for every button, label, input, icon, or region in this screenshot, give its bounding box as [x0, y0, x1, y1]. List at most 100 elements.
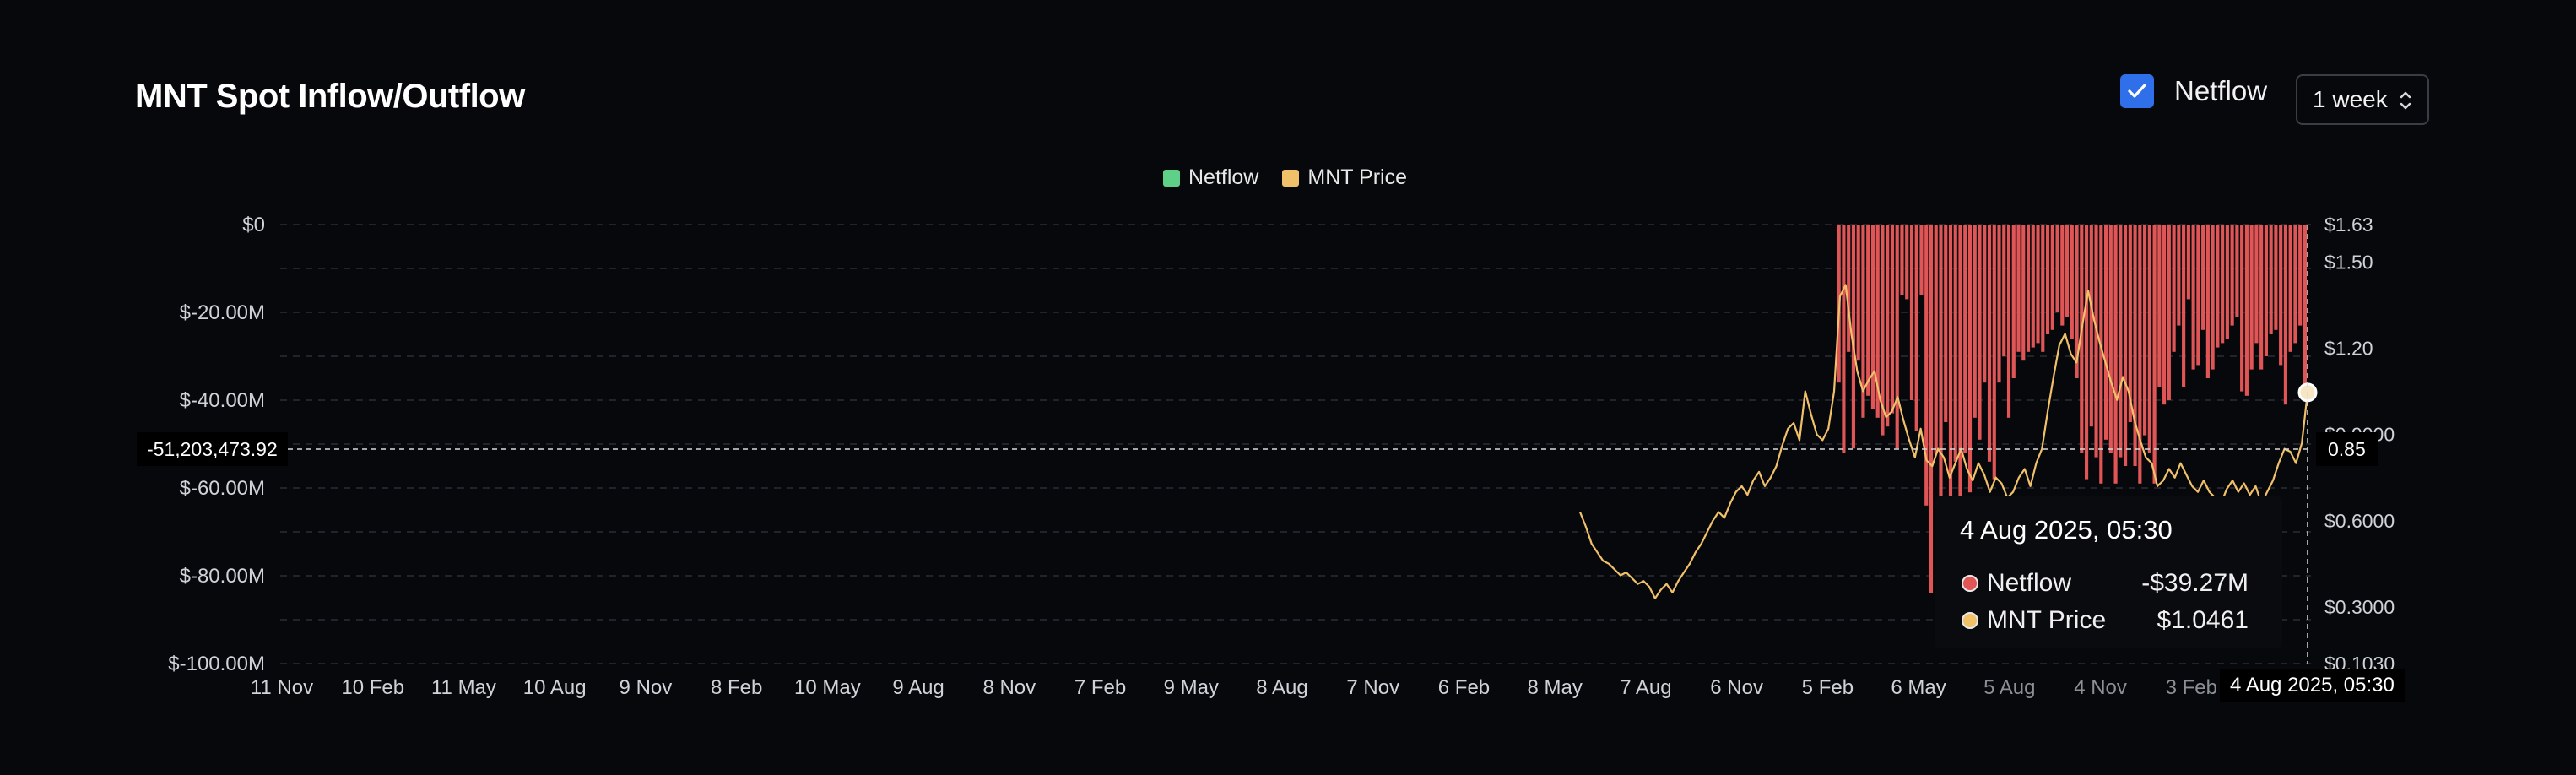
- netflow-bar: [1987, 225, 1992, 462]
- netflow-bar: [2274, 225, 2278, 330]
- netflow-bar: [1978, 225, 1982, 440]
- x-tick-label: 11 Nov: [251, 676, 313, 699]
- y-right-tick-label: $1.63: [2324, 214, 2373, 236]
- netflow-bar: [2235, 225, 2239, 317]
- netflow-bar: [2084, 225, 2089, 480]
- netflow-bar: [2070, 225, 2074, 339]
- x-tick-label: 10 Feb: [341, 676, 404, 699]
- x-tick-label: 6 Nov: [1710, 676, 1763, 699]
- netflow-bar: [1967, 225, 1973, 493]
- netflow-bar: [2196, 225, 2200, 366]
- timeframe-select[interactable]: 1 week: [2296, 74, 2429, 125]
- y-left-tick-label: $0: [242, 214, 265, 236]
- netflow-bar: [2060, 225, 2065, 326]
- crosshair-x-label: 4 Aug 2025, 05:30: [2220, 669, 2405, 702]
- netflow-bar: [2303, 225, 2307, 396]
- netflow-bar: [2293, 225, 2297, 344]
- y-left-tick-label: $-100.00M: [168, 653, 265, 675]
- tooltip-label-price: MNT Price: [1987, 606, 2107, 634]
- legend-swatch-netflow: [1163, 169, 1180, 187]
- crosshair-y-right-label: 0.85: [2316, 432, 2378, 466]
- y-left-tick-label: $-60.00M: [180, 477, 265, 500]
- x-tick-label: 8 Feb: [711, 676, 762, 699]
- netflow-bar: [2021, 225, 2026, 361]
- netflow-bar: [2050, 225, 2054, 330]
- netflow-bar: [2182, 225, 2186, 388]
- x-tick-label: 8 Nov: [982, 676, 1036, 699]
- y-right-tick-label: $0.3000: [2324, 596, 2395, 618]
- netflow-bar: [1948, 225, 1953, 515]
- netflow-bar: [2244, 225, 2249, 396]
- chevron-updown-icon: [2400, 91, 2411, 110]
- netflow-bar: [2240, 225, 2244, 392]
- netflow-checkbox[interactable]: [2120, 74, 2154, 108]
- timeframe-value: 1 week: [2313, 86, 2388, 112]
- netflow-bar: [2011, 225, 2016, 378]
- x-tick-label: 7 Nov: [1346, 676, 1399, 699]
- price-series-line: [1578, 284, 2309, 599]
- x-tick-label: 4 Nov: [2074, 676, 2127, 699]
- netflow-bar: [2119, 225, 2123, 458]
- netflow-bar: [2124, 225, 2128, 466]
- tooltip-label-netflow: Netflow: [1987, 569, 2072, 597]
- x-tick-label: 9 Aug: [892, 676, 944, 699]
- netflow-bar: [1914, 225, 1918, 431]
- netflow-bar: [2147, 225, 2151, 453]
- netflow-bar: [2016, 225, 2021, 352]
- legend-label-netflow: Netflow: [1188, 165, 1259, 189]
- tooltip-dot-price: [1962, 612, 1978, 629]
- y-right-tick-label: $1.20: [2324, 337, 2373, 359]
- netflow-bar: [2279, 225, 2283, 366]
- netflow-bar: [2167, 225, 2171, 400]
- legend-item-mnt-price[interactable]: MNT Price: [1282, 165, 1407, 190]
- netflow-toggle[interactable]: Netflow: [2120, 74, 2267, 108]
- netflow-checkbox-label: Netflow: [2174, 75, 2268, 106]
- netflow-bar: [1983, 225, 1987, 383]
- netflow-bar: [2162, 225, 2167, 405]
- netflow-bar: [2002, 225, 2006, 356]
- legend-item-netflow[interactable]: Netflow: [1163, 165, 1258, 190]
- netflow-bar: [2225, 225, 2229, 339]
- netflow-bar: [2108, 225, 2113, 453]
- netflow-bar: [2177, 225, 2181, 326]
- netflow-bar: [2205, 225, 2210, 378]
- netflow-bar: [2216, 225, 2220, 348]
- y-axis-left: $0 $-20.00M $-40.00M $-60.00M $-80.00M $-100.…: [168, 214, 265, 675]
- tooltip-dot-netflow: [1962, 575, 1978, 592]
- x-tick-label: 6 May: [1891, 676, 1946, 699]
- netflow-bar: [2099, 225, 2103, 484]
- netflow-bar: [2221, 225, 2225, 344]
- netflow-bar: [1905, 225, 1909, 300]
- netflow-bar: [2113, 225, 2118, 484]
- netflow-bar: [1886, 225, 1890, 427]
- netflow-bar: [2065, 225, 2070, 317]
- netflow-bar: [1944, 225, 1948, 422]
- netflow-bar: [2075, 225, 2079, 378]
- netflow-bar: [2041, 225, 2045, 352]
- x-tick-label: 11 May: [431, 676, 496, 699]
- netflow-bar: [2152, 225, 2157, 484]
- netflow-bar: [1973, 225, 1977, 418]
- netflow-bar: [1870, 225, 1875, 409]
- x-axis: 11 Nov 10 Feb 11 May 10 Aug 9 Nov 8 Feb 10 May…: [251, 676, 2299, 699]
- y-left-tick-label: $-20.00M: [180, 301, 265, 324]
- netflow-bar: [1992, 225, 1996, 480]
- netflow-bar: [1963, 225, 1967, 453]
- netflow-bar: [2026, 225, 2031, 352]
- netflow-bar: [2269, 225, 2273, 334]
- netflow-bar: [2211, 225, 2215, 370]
- x-tick-label: 9 May: [1164, 676, 1219, 699]
- legend-swatch-mnt-price: [1282, 169, 1300, 187]
- netflow-bar: [2249, 225, 2254, 370]
- netflow-bar: [2045, 225, 2050, 334]
- y-left-tick-label: $-80.00M: [180, 565, 265, 588]
- crosshair: [149, 225, 2311, 664]
- netflow-bar: [1895, 225, 1899, 449]
- x-tick-label: 8 May: [1528, 676, 1583, 699]
- netflow-bar: [2259, 225, 2264, 370]
- netflow-bar: [2298, 225, 2303, 326]
- chart-legend: Netflow MNT Price: [1163, 165, 1431, 190]
- legend-label-mnt-price: MNT Price: [1307, 165, 1407, 189]
- netflow-bar: [1890, 225, 1895, 414]
